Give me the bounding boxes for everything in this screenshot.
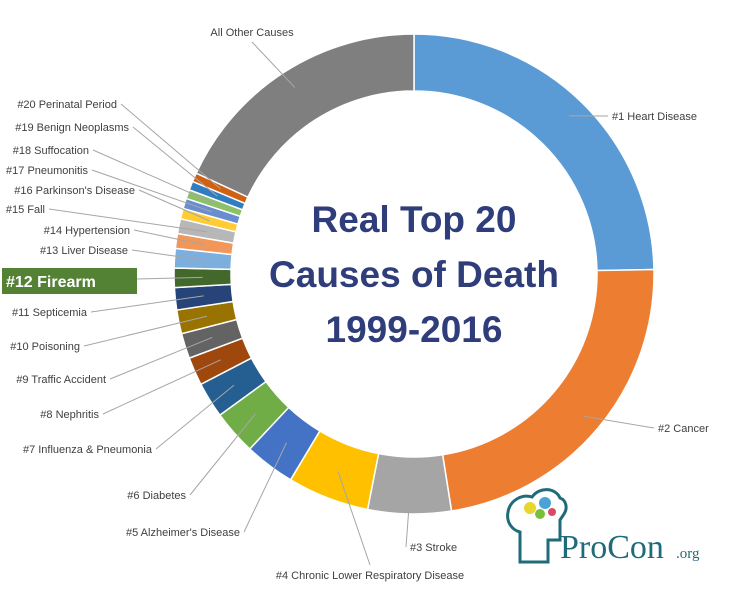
leader-line-21 (251, 41, 296, 88)
leader-line-16 (138, 189, 210, 222)
slice-label-7: #7 Influenza & Pneumonia (23, 444, 153, 456)
slice-label-5: #5 Alzheimer's Disease (126, 527, 240, 539)
leader-line-20 (120, 103, 221, 190)
leader-line-12 (136, 276, 203, 280)
slice-label-9: #9 Traffic Accident (16, 374, 106, 386)
leader-line-18 (92, 149, 215, 205)
center-title-line-1: Real Top 20 (312, 199, 517, 240)
center-title-line-2: Causes of Death (269, 254, 559, 295)
slice-label-11: #11 Septicemia (12, 307, 88, 319)
slice-label-6: #6 Diabetes (127, 490, 186, 502)
slice-label-3: #3 Stroke (410, 542, 457, 554)
logo-suffix: .org (676, 546, 700, 562)
slice-label-4: #4 Chronic Lower Respiratory Disease (276, 570, 464, 582)
leader-line-10 (83, 315, 207, 347)
leader-line-19 (132, 126, 218, 197)
procon-logo: ProCon .org (506, 488, 700, 566)
slice-labels: #1 Heart Disease #2 Cancer #3 Stroke #4 Chr… (2, 27, 709, 582)
leader-line-9 (109, 336, 213, 380)
leader-line-5 (243, 442, 287, 533)
procon-logo-icon (506, 488, 568, 564)
leader-line-7 (155, 384, 235, 450)
slice-label-19: #19 Benign Neoplasms (15, 122, 129, 134)
center-title-line-3: 1999-2016 (326, 309, 503, 350)
slice-label-8: #8 Nephritis (40, 409, 99, 421)
slice-label-18: #18 Suffocation (13, 145, 89, 157)
slice-label-17: #17 Pneumonitis (6, 165, 88, 177)
leader-line-13 (131, 249, 204, 261)
leader-line-11 (90, 295, 204, 313)
leader-lines (48, 41, 655, 566)
slice-21 (195, 33, 415, 199)
leader-line-6 (189, 413, 256, 496)
center-title: Real Top 20 Causes of Death 1999-2016 (269, 199, 559, 350)
leader-line-3 (405, 495, 411, 548)
slice-label-13: #13 Liver Disease (40, 245, 128, 257)
slice-label-15: #15 Fall (6, 204, 45, 216)
leader-line-8 (102, 359, 221, 415)
leader-line-4 (337, 471, 371, 566)
slice-label-1: #1 Heart Disease (612, 111, 697, 123)
slice-label-10: #10 Poisoning (10, 341, 80, 353)
highlight-label-box (2, 268, 137, 294)
slice-label-16: #16 Parkinson's Disease (14, 185, 135, 197)
slice-label-21: All Other Causes (210, 27, 294, 39)
slice-label-14: #14 Hypertension (44, 225, 130, 237)
logo-brand: ProCon (560, 529, 664, 566)
slice-label-12: #12 Firearm (6, 274, 96, 291)
leader-line-17 (91, 169, 213, 213)
leader-line-14 (133, 229, 205, 246)
leader-line-2 (583, 415, 655, 429)
slice-label-2: #2 Cancer (658, 423, 709, 435)
slice-label-20: #20 Perinatal Period (17, 99, 117, 111)
leader-line-15 (48, 208, 207, 233)
slice-2 (441, 268, 655, 512)
donut-slices (173, 33, 655, 515)
